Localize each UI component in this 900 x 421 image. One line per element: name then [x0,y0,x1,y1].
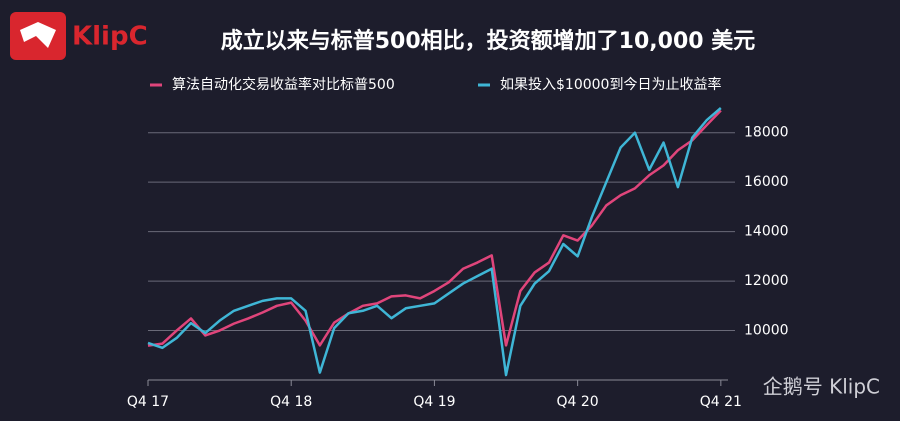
legend-label: 如果投入$10000到今日为止收益率 [500,76,721,93]
line-series [147,107,722,377]
y-tick-label: 16000 [744,174,789,190]
x-tick-label: Q4 21 [700,394,742,410]
chart-title: 成立以来与标普500相比，投资额增加了10,000 美元 [221,28,755,54]
y-tick-label: 10000 [744,323,789,339]
x-tick-label: Q4 17 [127,394,169,410]
y-tick-label: 18000 [744,125,789,141]
line-series [147,109,722,347]
y-tick-label: 12000 [744,273,789,289]
y-tick-label: 14000 [744,224,789,240]
x-tick-label: Q4 19 [413,394,455,410]
watermark: 企鹅号 KlipC [763,375,880,399]
logo-icon [20,22,56,48]
logo-text: KlipC [72,22,148,52]
x-tick-label: Q4 20 [557,394,599,410]
legend-label: 算法自动化交易收益率对比标普500 [172,76,395,93]
x-tick-label: Q4 18 [270,394,312,410]
